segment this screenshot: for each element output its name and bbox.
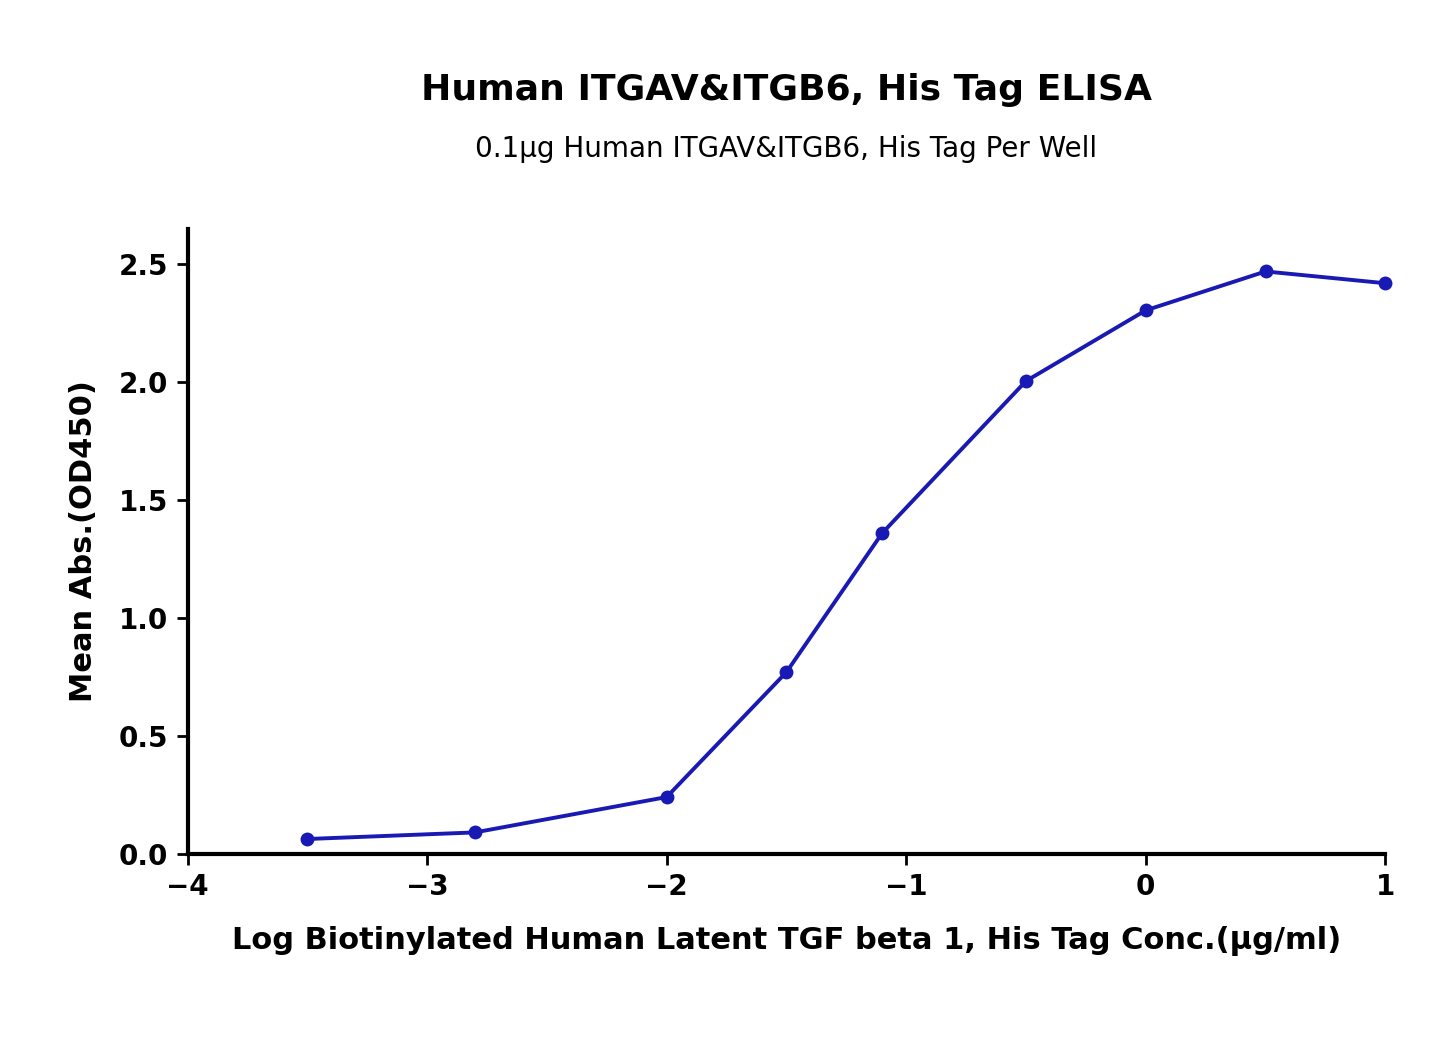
Point — [775, 664, 798, 681]
Point — [655, 789, 678, 806]
Point — [1254, 263, 1277, 280]
Point — [463, 824, 486, 841]
Point — [1374, 275, 1397, 291]
X-axis label: Log Biotinylated Human Latent TGF beta 1, His Tag Conc.(μg/ml): Log Biotinylated Human Latent TGF beta 1… — [232, 926, 1341, 956]
Point — [870, 525, 893, 541]
Point — [1134, 302, 1157, 319]
Point — [296, 831, 319, 847]
Y-axis label: Mean Abs.(OD450): Mean Abs.(OD450) — [69, 380, 98, 703]
Point — [1014, 373, 1038, 389]
Text: 0.1μg Human ITGAV&ITGB6, His Tag Per Well: 0.1μg Human ITGAV&ITGB6, His Tag Per Wel… — [475, 135, 1098, 163]
Text: Human ITGAV&ITGB6, His Tag ELISA: Human ITGAV&ITGB6, His Tag ELISA — [421, 73, 1152, 107]
